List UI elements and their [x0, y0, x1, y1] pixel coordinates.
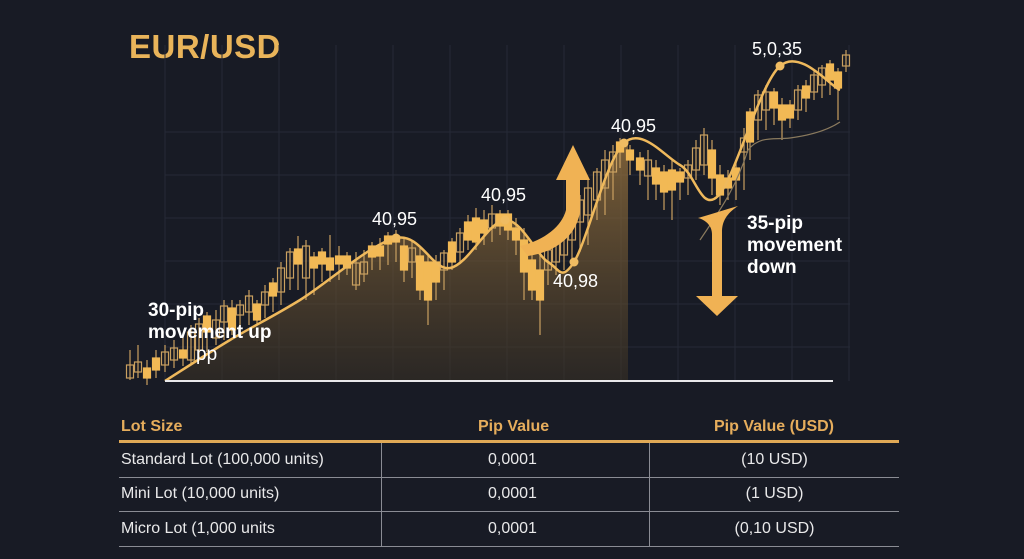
table-row: Micro Lot (1,000 units 0,0001 (0,10 USD)	[119, 512, 899, 547]
down-label-line-1: 35-pip	[747, 213, 803, 234]
trend-line	[164, 60, 841, 383]
cell-pip-value-usd: (1 USD)	[649, 477, 899, 511]
cell-pip-value-usd: (10 USD)	[649, 443, 899, 477]
label-trough: 40,98	[553, 271, 599, 291]
header-lot-size: Lot Size	[121, 418, 183, 435]
cell-lot-size: Micro Lot (1,000 units	[121, 519, 275, 537]
cell-lot-size: Mini Lot (10,000 units)	[121, 485, 280, 503]
pip-value-table: Lot Size Pip Value Pip Value (USD) Stand…	[119, 414, 899, 547]
label-peak-1: 40,95	[372, 209, 418, 229]
up-label-line-2: movement up	[148, 322, 272, 343]
cell-pip-value: 0,0001	[381, 477, 649, 511]
down-arrow-icon	[696, 206, 738, 316]
up-label-line-1: 30-pip	[148, 300, 204, 321]
cell-pip-value: 0,0001	[381, 443, 649, 477]
price-chart	[125, 45, 851, 385]
candlesticks	[125, 50, 851, 385]
cell-pip-value-usd: (0,10 USD)	[649, 512, 899, 546]
header-pip-value: Pip Value	[478, 418, 550, 435]
table-header: Lot Size Pip Value Pip Value (USD)	[119, 414, 899, 443]
down-movement-annotation: 35-pip movement down	[747, 213, 842, 279]
label-peak-4: 5,0,35	[752, 39, 803, 59]
table-row: Standard Lot (100,000 units) 0,0001 (10 …	[119, 443, 899, 478]
up-arrow-icon	[520, 145, 590, 256]
secondary-trend-line	[699, 121, 841, 241]
table-row: Mini Lot (10,000 units) 0,0001 (1 USD)	[119, 477, 899, 512]
cell-lot-size: Standard Lot (100,000 units)	[121, 450, 324, 468]
pair-title: EUR/USD	[129, 28, 282, 65]
up-label-line-3: pp	[196, 344, 218, 365]
point-markers	[391, 61, 785, 267]
down-label-line-2: movement	[747, 235, 843, 256]
down-label-line-3: down	[747, 257, 797, 278]
cell-pip-value: 0,0001	[381, 512, 649, 546]
header-pip-value-usd: Pip Value (USD)	[713, 418, 835, 435]
label-peak-2: 40,95	[481, 185, 527, 205]
label-peak-3: 40,95	[611, 116, 657, 136]
chart-grid	[164, 45, 850, 381]
up-movement-annotation: 30-pip movement up pp	[148, 300, 272, 366]
